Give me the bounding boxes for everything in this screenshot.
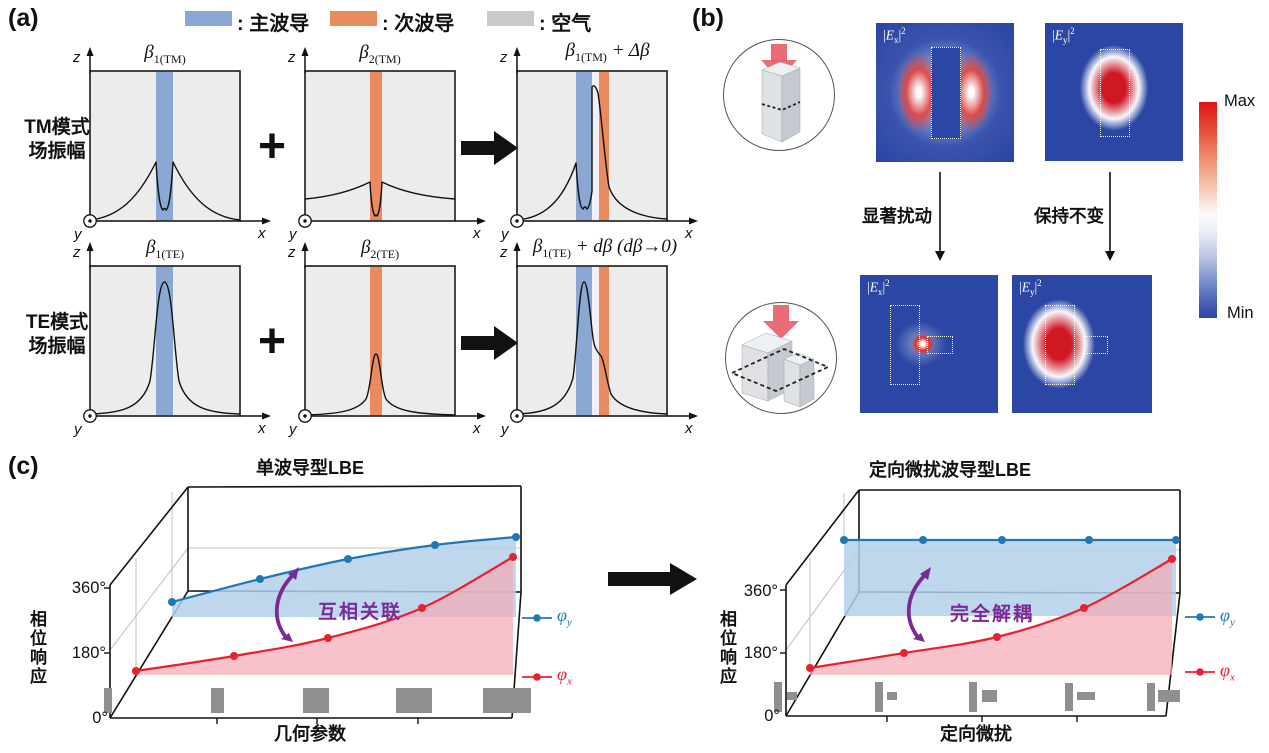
main-waveguide-outline [1045, 305, 1076, 385]
svg-text:z: z [499, 49, 508, 66]
colorbar [1199, 102, 1217, 318]
y-tick-360: 360° [743, 582, 778, 600]
row-label-line1: TM模式 [24, 117, 90, 138]
field-map-ex-perturbed: |Ex|2 [860, 275, 998, 413]
legend-phi-y: φy [557, 605, 572, 629]
row-label-te-mode: TE模式 场振幅 [14, 311, 100, 359]
svg-text:y: y [288, 226, 298, 243]
row-label-line1: TE模式 [25, 312, 89, 333]
arrow-right-icon [461, 131, 518, 165]
plus-operator-icon: + [257, 315, 287, 368]
waveguide-mode-plot: z x y [499, 47, 698, 243]
secondary-waveguide-outline [1082, 335, 1108, 354]
svg-text:y: y [500, 226, 510, 243]
legend-phi-y: φy [1220, 605, 1235, 629]
y-tick-180: 180° [743, 644, 778, 662]
waveguide-outline [931, 47, 961, 139]
plus-operator-icon: + [257, 120, 287, 173]
field-label-ey: |Ey|2 [1052, 26, 1075, 46]
secondary-waveguide-outline [927, 335, 953, 354]
caption-unchanged: 保持不变 [1034, 206, 1104, 226]
svg-text:z: z [72, 49, 81, 66]
field-label-ey: |Ey|2 [1019, 278, 1042, 298]
svg-text:z: z [287, 49, 296, 66]
legend-label-secondary-waveguide: : 次波导 [382, 13, 455, 35]
x-axis-label-geometry: 几何参数 [274, 724, 346, 744]
waveguide-mode-plot: z x y [72, 242, 271, 438]
y-tick-180: 180° [71, 644, 106, 662]
plot-title-beta1-tm: β1(TM) [144, 42, 186, 66]
panel-c-label: (c) [8, 452, 39, 480]
row-label-line2: 场振幅 [28, 336, 86, 357]
row-label-line2: 场振幅 [28, 141, 86, 162]
plot-title-beta1-te-dbeta: β1(TE) + dβ (dβ→0) [532, 236, 678, 260]
panel-b-label: (b) [692, 4, 724, 32]
legend-label-air: : 空气 [539, 13, 592, 35]
waveguide-mode-plot: z x y [72, 47, 271, 243]
caption-significant-perturbation: 显著扰动 [862, 206, 932, 226]
plot-title-beta2-te: β2(TE) [360, 237, 400, 261]
legend-swatch-main-waveguide [185, 11, 232, 26]
colorbar-max-label: Max [1224, 92, 1256, 110]
waveguide-mode-plot: z x y [287, 242, 486, 438]
plot-title-beta1-te: β1(TE) [145, 237, 185, 261]
legend-phi-x: φx [1220, 660, 1235, 684]
waveguide-mode-plot: z x y [287, 47, 486, 243]
svg-text:z: z [287, 244, 296, 261]
svg-text:y: y [73, 421, 83, 438]
svg-text:y: y [73, 226, 83, 243]
waveguide-mode-plot: z x y [499, 242, 698, 438]
field-map-ey-unperturbed: |Ey|2 [1045, 23, 1183, 161]
chart-title-single-waveguide-lbe: 单波导型LBE [256, 458, 364, 478]
y-tick-360: 360° [71, 579, 106, 597]
annotation-fully-decoupled: 完全解耦 [949, 604, 1034, 625]
main-waveguide-outline [889, 305, 920, 385]
annotation-mutually-coupled: 互相关联 [317, 602, 402, 623]
x-axis-label-perturbation: 定向微扰 [940, 724, 1012, 744]
svg-text:x: x [684, 420, 693, 437]
svg-text:y: y [288, 421, 298, 438]
waveguide-outline [1100, 49, 1130, 137]
chart-title-perturbed-waveguide-lbe: 定向微扰波导型LBE [869, 460, 1031, 480]
panel-a-label: (a) [8, 4, 39, 32]
field-label-ex: |Ex|2 [883, 26, 906, 46]
svg-text:x: x [257, 225, 266, 242]
legend-label-main-waveguide: : 主波导 [237, 13, 310, 35]
svg-text:x: x [684, 225, 693, 242]
row-label-tm-mode: TM模式 场振幅 [14, 116, 100, 164]
y-tick-0: 0° [764, 707, 780, 725]
plot-title-beta2-tm: β2(TM) [359, 42, 401, 66]
plot-title-beta1-tm-delta: β1(TM) + Δβ [565, 40, 650, 64]
legend-swatch-secondary-waveguide [330, 11, 377, 26]
svg-text:z: z [499, 244, 508, 261]
field-map-ey-perturbed: |Ey|2 [1012, 275, 1152, 413]
arrow-right-icon [461, 326, 518, 360]
svg-text:x: x [257, 420, 266, 437]
field-label-ex: |Ex|2 [867, 278, 890, 298]
svg-text:y: y [500, 421, 510, 438]
legend-swatch-air [487, 11, 534, 26]
colorbar-min-label: Min [1227, 304, 1254, 322]
svg-text:z: z [72, 244, 81, 261]
y-tick-0: 0° [92, 709, 108, 727]
svg-text:x: x [472, 225, 481, 242]
legend-phi-x: φx [557, 664, 572, 688]
perturbed-waveguide-3d-icon [725, 302, 837, 414]
svg-text:x: x [472, 420, 481, 437]
single-waveguide-3d-icon [723, 39, 835, 151]
y-axis-label-phase-response: 相位响应 [717, 610, 736, 686]
y-axis-label-phase-response: 相位响应 [27, 610, 46, 686]
field-map-ex-unperturbed: |Ex|2 [876, 23, 1014, 162]
